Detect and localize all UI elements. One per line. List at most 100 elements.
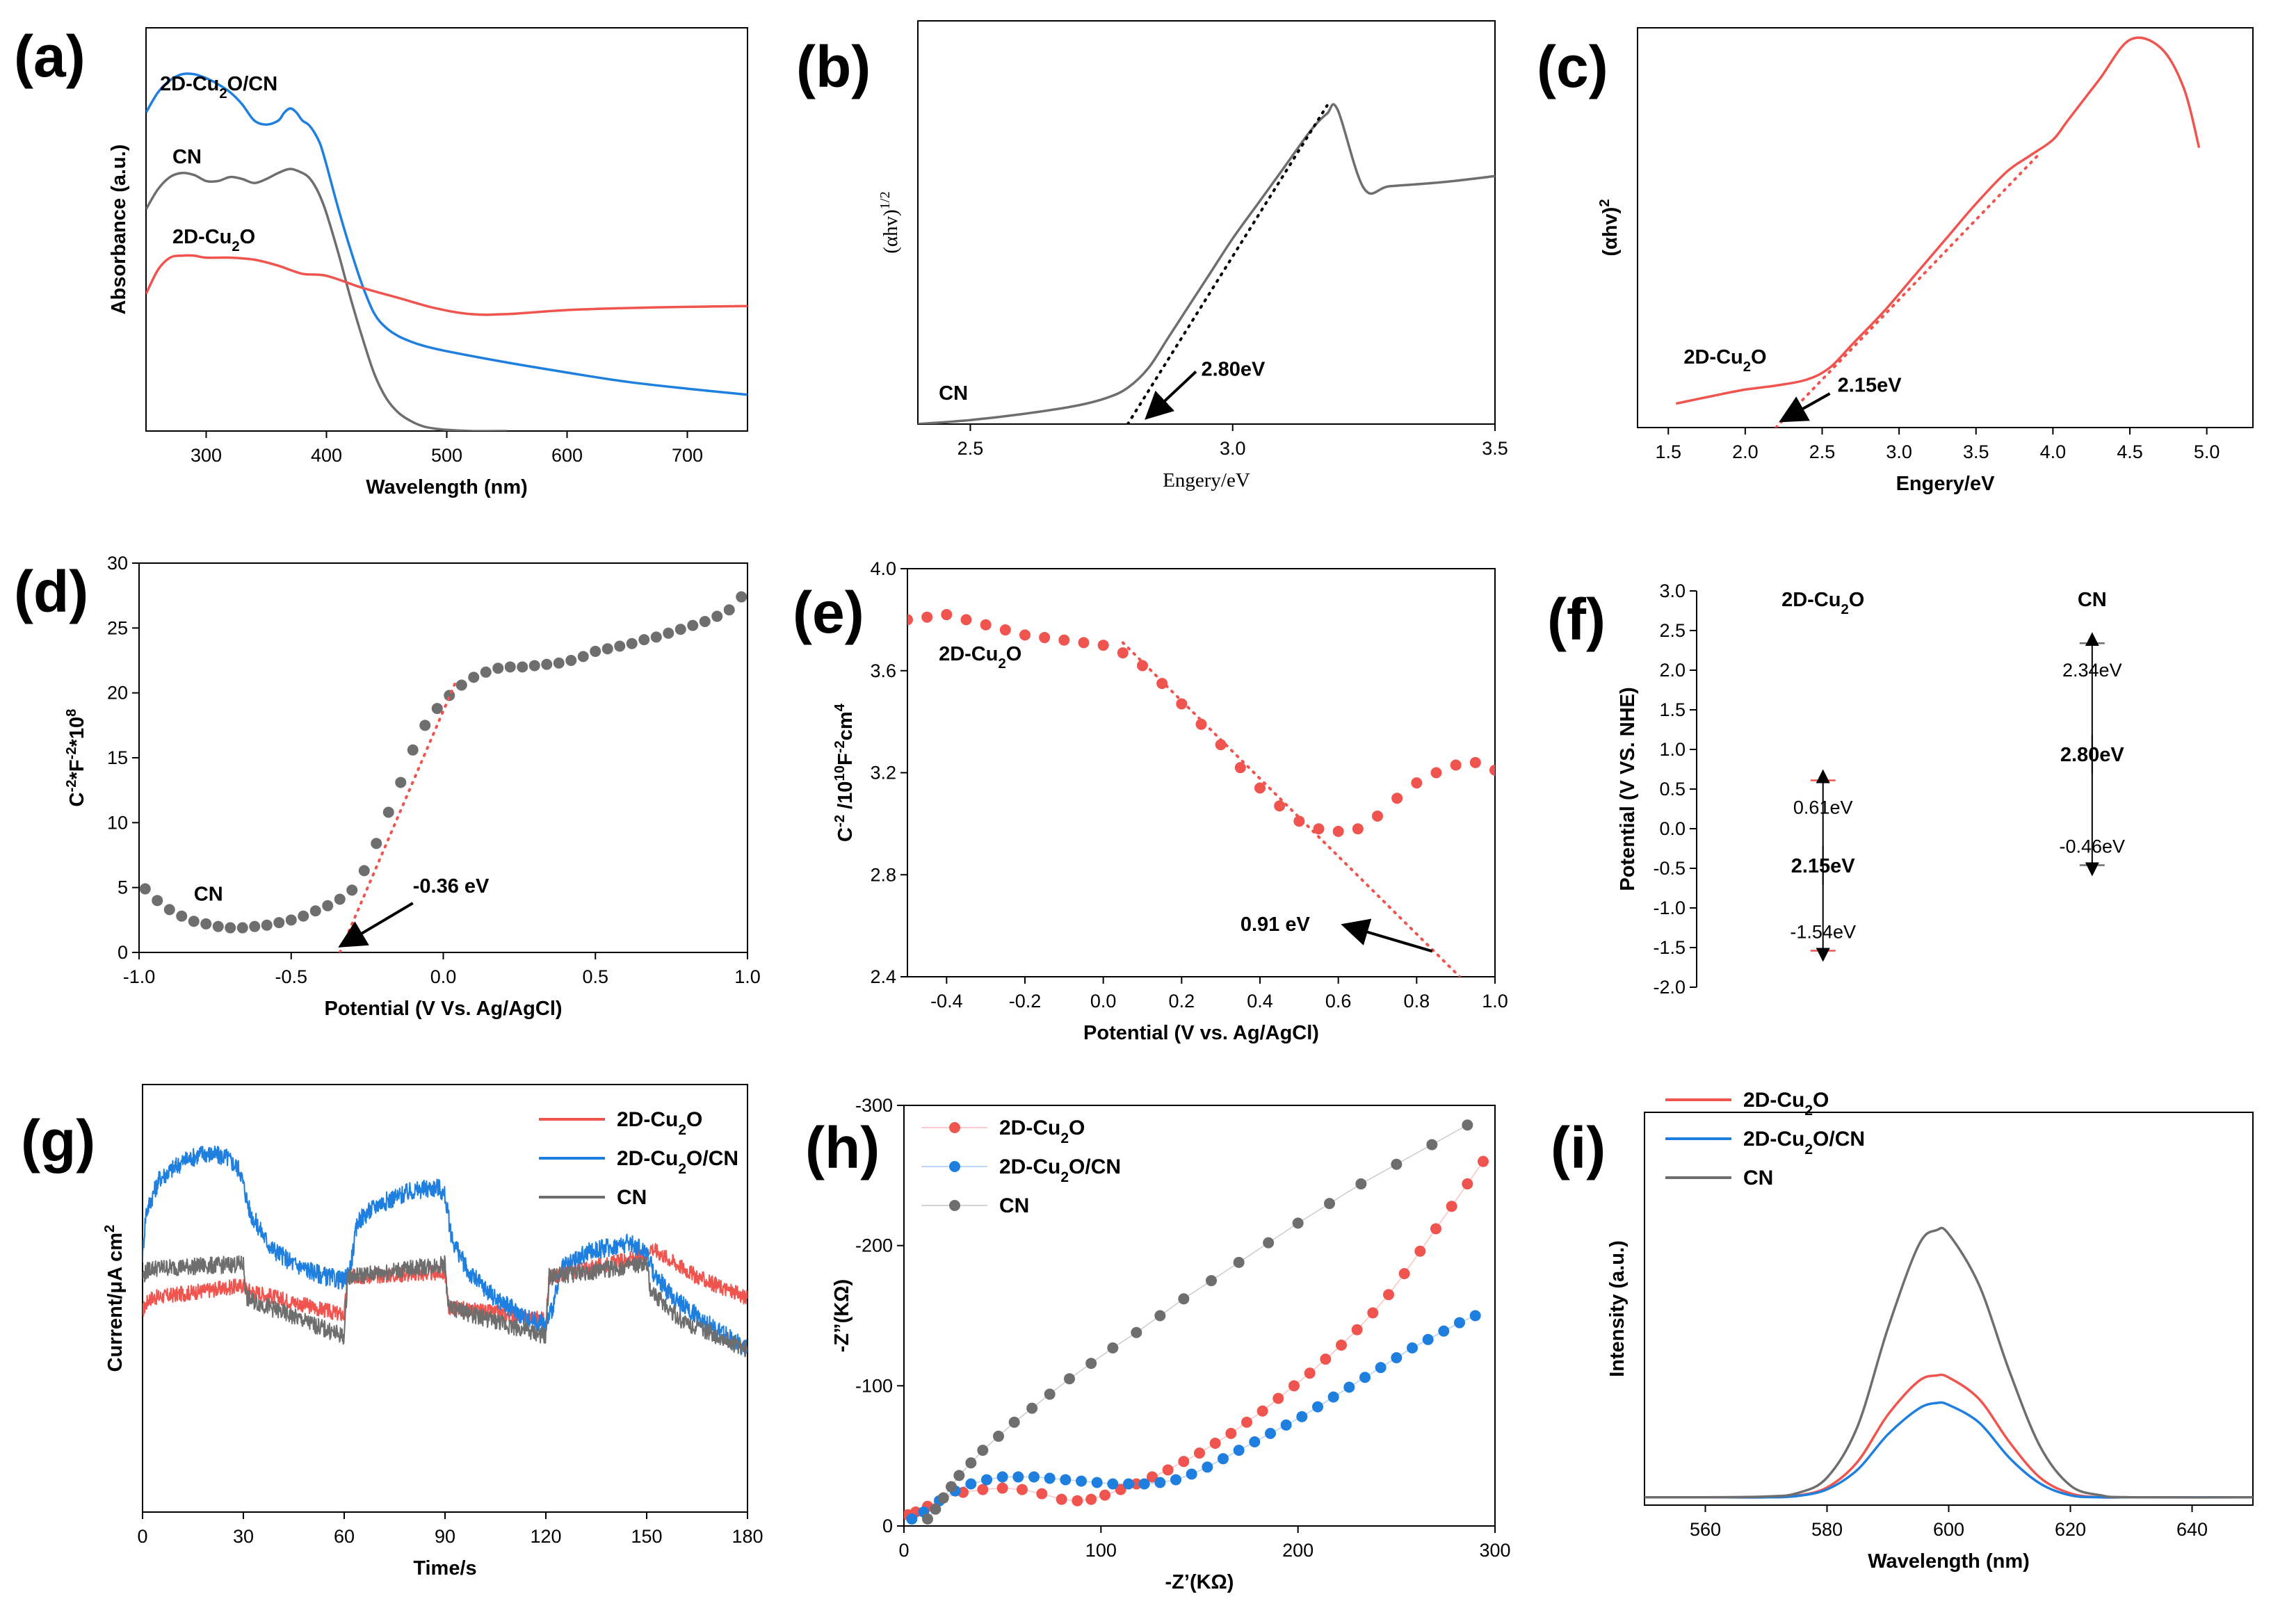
data-point [1454,1317,1465,1329]
series-2-80ev [1126,104,1329,424]
data-point [1450,759,1462,771]
x-tick-label: 500 [431,445,462,466]
data-point [1256,1405,1268,1417]
x-tick-label: 300 [191,445,222,466]
gap-label: 2.15eV [1791,855,1856,877]
plot-area [1644,1226,2253,1499]
data-point [1076,1475,1087,1487]
data-point [638,634,650,646]
data-point [1438,1325,1450,1337]
fit-line [1775,154,2039,428]
x-tick-label: 100 [1085,1540,1117,1561]
plot-area [139,591,747,952]
data-point [687,619,699,631]
data-point [1078,637,1090,649]
annotation-label: 2D-Cu2O [939,643,1021,672]
series-fit [338,681,457,952]
x-axis-label: Engery/eV [1163,469,1250,492]
data-point [941,609,953,621]
data-point [1044,1388,1056,1400]
data-point [1115,1484,1126,1495]
data-point [977,1484,989,1495]
series-2d-cu2o-cn [143,1145,747,1356]
data-point [139,883,151,895]
data-point [1234,762,1246,774]
x-tick-label: 0 [137,1526,147,1547]
panel-label: (h) [805,1115,880,1180]
annotation-label: 0.91 eV [1240,914,1311,936]
series-cn [139,591,747,934]
data-point [626,638,638,649]
cb-label: -0.46eV [2060,836,2126,856]
x-tick-label: 1.0 [734,966,761,987]
data-point [980,619,992,631]
x-tick-label: 0 [898,1540,909,1561]
x-tick-label: 3.5 [1963,441,1989,462]
data-point [1254,782,1266,794]
panel-b: (b) 2.5 3.0 3.5 Engery/eV (αhv)1/2 CN 2.80eV [796,20,1508,492]
y-tick-label: 4.0 [870,558,896,579]
data-point [1355,1178,1367,1189]
data-point [1343,1381,1355,1393]
panel-label: (d) [14,559,88,624]
series-2d-cu2o [907,609,1495,837]
legend-label: 2D-Cu2O/CN [1743,1128,1865,1158]
data-point [1178,1456,1190,1468]
x-tick-label: 300 [1479,1540,1510,1561]
series-line [1644,1226,2253,1499]
data-point [1099,1489,1110,1501]
annotation-label: CN [194,883,223,905]
data-point [1058,634,1070,646]
legend-marker [949,1200,960,1211]
data-point [907,614,913,626]
y-tick-label: 0.5 [1659,779,1686,799]
annotation-arrow [1341,918,1433,953]
x-tick-label: -1.0 [123,966,156,987]
data-point [1263,1237,1275,1249]
data-point [152,895,163,907]
y-axis-label: -Z”(KΩ) [831,1279,853,1352]
legend-label: CN [617,1186,647,1209]
data-point [977,1445,989,1456]
data-point [382,806,394,818]
data-point [922,1513,933,1525]
plot-area [907,609,1495,977]
x-tick-label: 200 [1282,1540,1314,1561]
y-tick-label: 25 [107,617,128,638]
x-tick-label: 120 [530,1526,561,1547]
x-tick-label: 2.5 [1809,441,1836,462]
annotation-label: 2D-Cu2O [1683,346,1766,375]
data-point [1324,1198,1335,1210]
annotation-label: -0.36 eV [413,875,490,898]
series-cn [143,1255,747,1358]
data-point [1241,1416,1252,1428]
annotation-label: 2.80eV [1201,358,1266,380]
x-tick-label: 3.5 [1482,438,1508,459]
data-point [1060,1474,1072,1486]
data-point [1430,767,1442,779]
x-tick-label: 640 [2176,1519,2208,1540]
data-point [273,917,285,929]
data-point [1107,1478,1119,1490]
vb-label: 0.61eV [1793,797,1853,818]
plot-area [904,1119,1489,1525]
panel-label: (b) [796,34,871,99]
data-point [1147,1471,1158,1483]
series-line [918,103,1495,424]
data-point [1036,1488,1048,1500]
plot-area [918,103,1495,424]
series-label: 2D-Cu2O/CN [160,73,277,102]
data-point [1336,1339,1347,1351]
plot-frame [1644,1112,2254,1506]
data-point [1195,718,1207,730]
data-point [1430,1223,1441,1235]
data-point [1156,678,1168,690]
series-line [143,1145,747,1356]
material-label: 2D-Cu2O [1781,589,1864,617]
data-point [1137,660,1148,672]
data-point [1233,1445,1245,1456]
x-tick-label: 0.2 [1169,991,1195,1012]
band-cn: -0.46eV 2.34eV 2.80eV CN [2060,589,2126,877]
y-tick-label: -2.0 [1653,977,1686,998]
